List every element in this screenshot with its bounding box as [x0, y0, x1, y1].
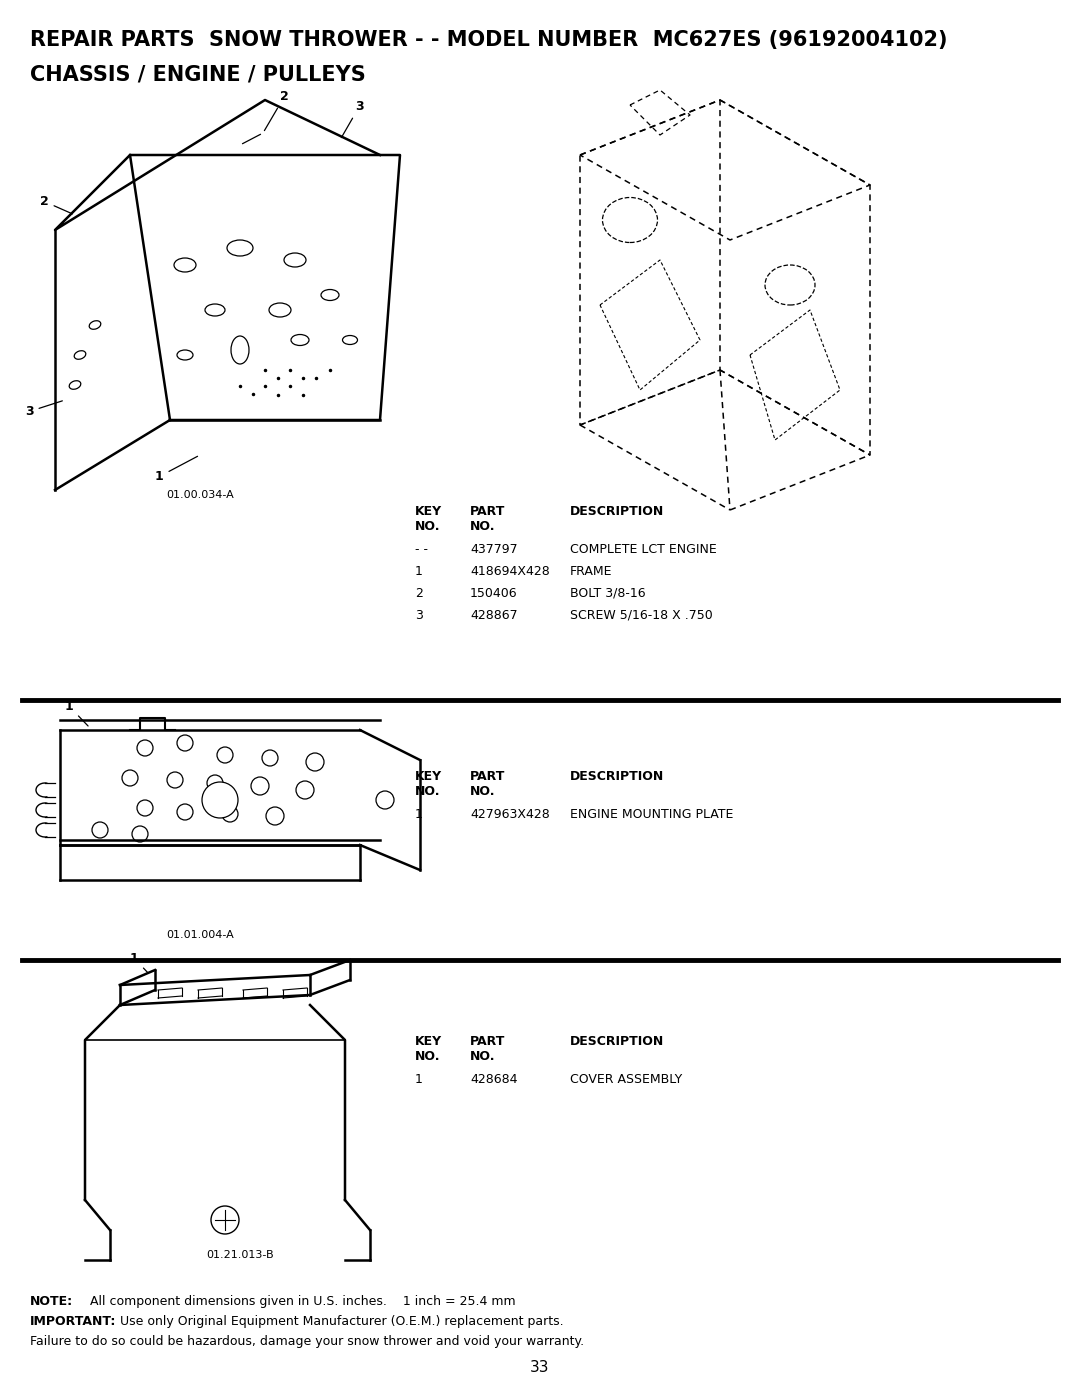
Text: 2: 2 [40, 196, 72, 214]
Text: 437797: 437797 [470, 543, 517, 556]
Circle shape [376, 791, 394, 809]
Circle shape [217, 747, 233, 763]
Text: ENGINE MOUNTING PLATE: ENGINE MOUNTING PLATE [570, 807, 733, 821]
Ellipse shape [765, 265, 815, 305]
Circle shape [167, 773, 183, 788]
Text: 3: 3 [415, 609, 423, 622]
Circle shape [262, 750, 278, 766]
Text: IMPORTANT:: IMPORTANT: [30, 1315, 117, 1329]
Ellipse shape [174, 258, 195, 272]
Text: 01.01.004-A: 01.01.004-A [166, 930, 234, 940]
Ellipse shape [69, 381, 81, 390]
Text: 150406: 150406 [470, 587, 517, 599]
Text: 1: 1 [156, 457, 198, 483]
Text: 01.00.034-A: 01.00.034-A [166, 490, 234, 500]
Text: CHASSIS / ENGINE / PULLEYS: CHASSIS / ENGINE / PULLEYS [30, 66, 366, 85]
Circle shape [266, 807, 284, 826]
Text: 418694X428: 418694X428 [470, 564, 550, 578]
Circle shape [251, 777, 269, 795]
Ellipse shape [205, 305, 225, 316]
Text: 428684: 428684 [470, 1073, 517, 1085]
Text: 428867: 428867 [470, 609, 517, 622]
Ellipse shape [227, 240, 253, 256]
Ellipse shape [342, 335, 357, 345]
Text: NO.: NO. [470, 520, 496, 534]
Text: NO.: NO. [470, 785, 496, 798]
Text: 1: 1 [65, 700, 89, 726]
Text: 1: 1 [415, 564, 423, 578]
Text: All component dimensions given in U.S. inches.    1 inch = 25.4 mm: All component dimensions given in U.S. i… [82, 1295, 515, 1308]
Text: Use only Original Equipment Manufacturer (O.E.M.) replacement parts.: Use only Original Equipment Manufacturer… [116, 1315, 564, 1329]
Circle shape [207, 775, 222, 791]
Text: DESCRIPTION: DESCRIPTION [570, 504, 664, 518]
Text: FRAME: FRAME [570, 564, 612, 578]
Circle shape [137, 740, 153, 756]
Text: SCREW 5/16-18 X .750: SCREW 5/16-18 X .750 [570, 609, 713, 622]
Text: KEY: KEY [415, 770, 442, 782]
Ellipse shape [90, 321, 100, 330]
Text: 3: 3 [25, 401, 63, 418]
Text: DESCRIPTION: DESCRIPTION [570, 770, 664, 782]
Text: NO.: NO. [415, 520, 441, 534]
Circle shape [211, 1206, 239, 1234]
Ellipse shape [177, 351, 193, 360]
Text: PART: PART [470, 1035, 505, 1048]
Circle shape [177, 735, 193, 752]
Text: COMPLETE LCT ENGINE: COMPLETE LCT ENGINE [570, 543, 717, 556]
Text: 2: 2 [415, 587, 423, 599]
Circle shape [92, 821, 108, 838]
Text: NO.: NO. [415, 1051, 441, 1063]
Text: NO.: NO. [470, 1051, 496, 1063]
Ellipse shape [321, 289, 339, 300]
Text: - -: - - [415, 543, 428, 556]
Circle shape [222, 806, 238, 821]
Ellipse shape [284, 253, 306, 267]
Text: 2: 2 [265, 89, 288, 130]
Text: 1: 1 [415, 807, 423, 821]
Ellipse shape [231, 337, 249, 365]
Text: Failure to do so could be hazardous, damage your snow thrower and void your warr: Failure to do so could be hazardous, dam… [30, 1336, 584, 1348]
Text: KEY: KEY [415, 1035, 442, 1048]
Circle shape [202, 782, 238, 819]
Circle shape [137, 800, 153, 816]
Text: 427963X428: 427963X428 [470, 807, 550, 821]
Text: 1: 1 [130, 951, 148, 972]
Text: 1: 1 [415, 1073, 423, 1085]
Text: DESCRIPTION: DESCRIPTION [570, 1035, 664, 1048]
Text: BOLT 3/8-16: BOLT 3/8-16 [570, 587, 646, 599]
Text: 33: 33 [530, 1361, 550, 1375]
Circle shape [306, 753, 324, 771]
Text: REPAIR PARTS  SNOW THROWER - - MODEL NUMBER  MC627ES (96192004102): REPAIR PARTS SNOW THROWER - - MODEL NUMB… [30, 29, 947, 50]
Ellipse shape [291, 334, 309, 345]
Text: NO.: NO. [415, 785, 441, 798]
Circle shape [296, 781, 314, 799]
Text: 3: 3 [341, 101, 364, 137]
Text: COVER ASSEMBLY: COVER ASSEMBLY [570, 1073, 683, 1085]
Text: NOTE:: NOTE: [30, 1295, 73, 1308]
Circle shape [122, 770, 138, 787]
Text: PART: PART [470, 504, 505, 518]
Circle shape [132, 826, 148, 842]
Ellipse shape [269, 303, 291, 317]
Text: KEY: KEY [415, 504, 442, 518]
Text: 01.21.013-B: 01.21.013-B [206, 1250, 274, 1260]
Ellipse shape [603, 197, 658, 243]
Text: PART: PART [470, 770, 505, 782]
Ellipse shape [75, 351, 85, 359]
Circle shape [177, 805, 193, 820]
